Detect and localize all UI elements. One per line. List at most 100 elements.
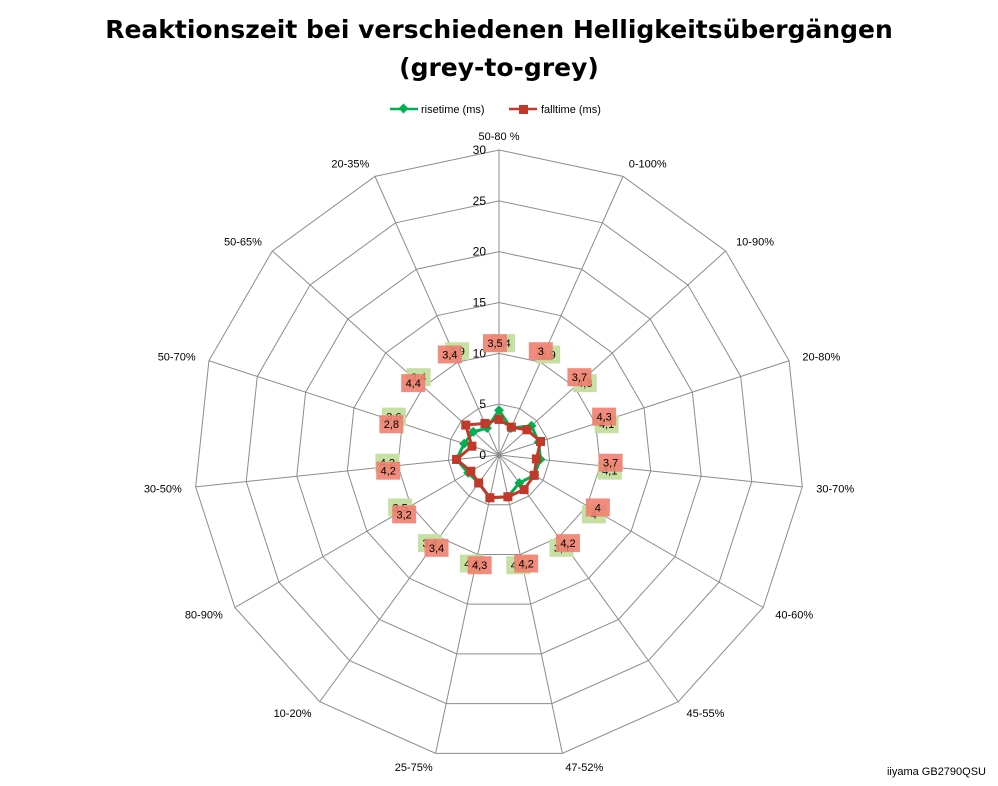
data-point [506,422,516,432]
spoke [498,454,803,488]
data-label-box [379,415,404,434]
data-point [459,438,470,449]
data-point [531,454,541,464]
spoke [208,360,500,456]
tick-label: 15 [473,296,487,310]
grid-ring [346,301,652,605]
tick-label: 10 [473,346,487,360]
data-point [452,454,462,464]
spoke [498,250,726,456]
axis-label: 50-80 % [479,131,520,143]
axis-label: 25-75% [395,762,433,774]
grid-ring [397,352,601,555]
axis-label: 80-90% [185,610,223,622]
data-point [494,414,504,424]
radar-grid [195,149,803,754]
data-point [468,426,479,437]
legend-marker-risetime [398,103,409,114]
spoke [195,454,500,488]
axis-label: 0-100% [629,159,667,171]
data-point [536,436,546,446]
data-label-box [592,407,617,426]
tick-label: 5 [479,397,486,411]
data-point [480,418,490,428]
series-group [451,405,546,503]
axis-label: 20-35% [331,159,369,171]
data-point [467,441,477,451]
axis-label: 45-55% [687,708,725,720]
tick-label: 30 [473,143,487,157]
data-label-box [514,554,539,573]
data-label: 3 [538,346,544,358]
axis-labels: 50-80 % 0-100% 10-90% 20-80% 30-70% 40-60% 45-… [144,131,855,774]
axis-label: 50-65% [224,237,262,249]
data-label-box [555,534,580,553]
data-point [474,478,484,488]
data-label: 3,5 [487,338,502,350]
data-label: 4,2 [519,559,534,571]
data-point [522,425,532,435]
tick-label: 20 [473,245,487,259]
legend: risetime (ms) falltime (ms) [390,103,601,116]
axis-label: 10-20% [274,708,312,720]
spoke [498,360,790,456]
spoke [374,176,500,456]
data-labels: 4,42,94,34,14,143,44,24,33,43,54,23,63,4… [375,334,623,575]
data-point [519,485,529,495]
radar-spokes [195,150,803,754]
axis-label: 30-70% [816,483,854,495]
data-label: 3,4 [429,543,444,555]
axis-label: 20-80% [802,351,840,363]
data-point [503,492,513,502]
data-point [485,493,495,503]
data-label: 3,7 [603,458,618,470]
data-point [529,470,539,480]
spoke [498,454,563,754]
spoke [234,454,500,608]
data-label: 4,2 [381,466,396,478]
spoke [498,454,679,703]
legend-marker-falltime [519,105,528,114]
data-label: 2,8 [384,419,399,431]
grid-ring [195,149,803,754]
data-label-box [467,556,492,575]
grid-ring [447,403,551,506]
data-point [466,466,476,476]
spoke [319,454,500,703]
data-label: 4,2 [560,538,575,550]
tick-label: 25 [473,194,487,208]
grid-ring [245,200,753,705]
axis-label: 10-90% [736,237,774,249]
data-label: 4,4 [406,378,421,390]
grid-ring [296,251,702,655]
data-label-box [376,461,401,480]
spoke [498,176,624,456]
legend-label-falltime: falltime (ms) [541,104,601,116]
axis-label: 30-50% [144,483,182,495]
data-label-box [437,345,462,364]
spoke [498,454,764,608]
data-label: 3,2 [397,509,412,521]
data-label: 4,3 [472,560,487,572]
data-label: 3,4 [442,349,457,361]
data-label-box [585,498,610,517]
chart-title-line2: (grey-to-grey) [399,53,599,82]
series-line [454,417,543,500]
data-label-box [392,505,417,524]
legend-label-risetime: risetime (ms) [421,104,485,116]
axis-label: 47-52% [565,762,603,774]
data-label-box [401,374,426,393]
tick-label: 0 [479,448,486,462]
data-point [461,420,471,430]
spoke [435,454,500,754]
data-label-box [483,334,507,353]
axis-label: 40-60% [775,610,813,622]
watermark: iiyama GB2790QSU [887,766,986,778]
data-label: 3,7 [572,372,587,384]
radial-ticks: 0 5 10 15 20 25 30 [473,143,487,462]
data-label-box [424,538,449,557]
spoke [272,250,500,456]
data-label: 4,3 [596,412,611,424]
